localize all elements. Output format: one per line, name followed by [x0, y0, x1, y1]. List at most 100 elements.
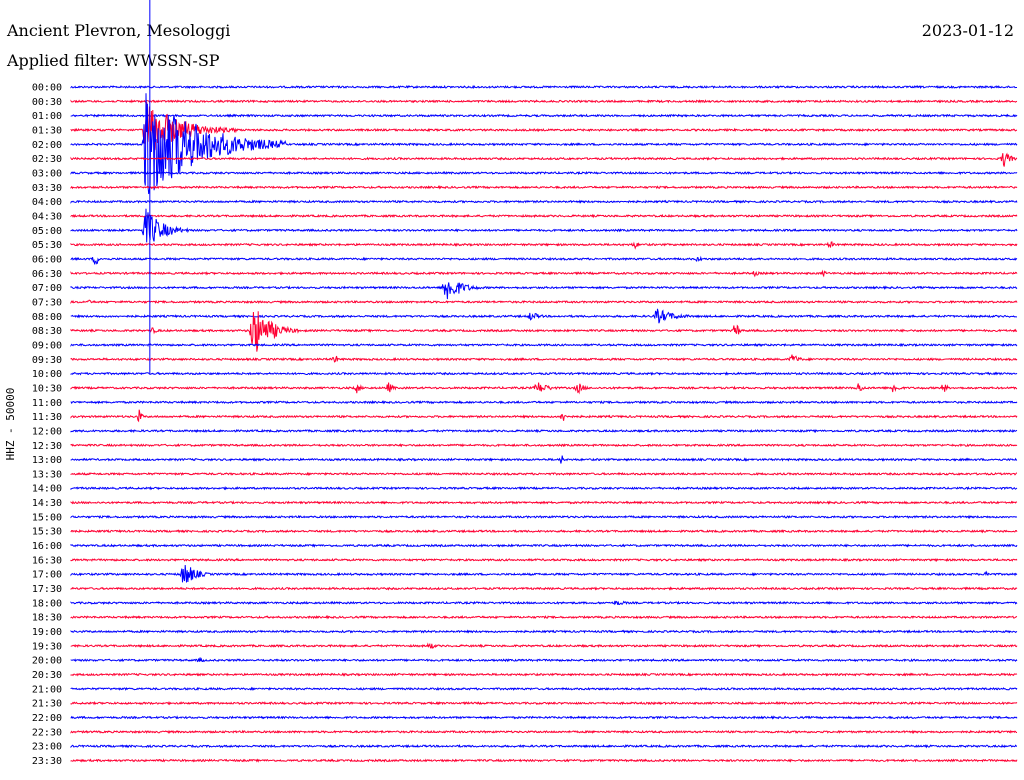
trace-row-0400: [70, 199, 1018, 204]
row-label-1030: 10:30: [32, 383, 62, 394]
trace-row-2100: [70, 686, 1018, 691]
trace-row-0430: [70, 213, 1018, 219]
row-label-0200: 02:00: [32, 140, 62, 151]
trace-row-0230: [70, 152, 1018, 167]
trace-row-1100: [70, 399, 1018, 405]
trace-row-1830: [70, 614, 1018, 620]
row-label-2330: 23:30: [32, 756, 62, 767]
row-label-0130: 01:30: [32, 125, 62, 136]
trace-row-1530: [70, 529, 1018, 534]
trace-row-0030: [70, 99, 1018, 104]
trace-row-1600: [70, 543, 1018, 548]
trace-row-0300: [70, 170, 1018, 176]
row-label-0500: 05:00: [32, 226, 62, 237]
row-label-0000: 00:00: [32, 83, 62, 94]
row-label-1900: 19:00: [32, 627, 62, 638]
date-label: 2023-01-12: [921, 21, 1014, 40]
row-label-1130: 11:30: [32, 412, 62, 423]
row-label-1800: 18:00: [32, 598, 62, 609]
row-label-1200: 12:00: [32, 426, 62, 437]
trace-row-2000: [70, 657, 1018, 663]
trace-row-2230: [70, 729, 1017, 734]
trace-row-0100: [70, 113, 1018, 118]
row-label-1930: 19:30: [32, 641, 62, 652]
trace-row-0930: [70, 354, 1018, 363]
row-label-0800: 08:00: [32, 312, 62, 323]
trace-row-0600: [70, 255, 1018, 265]
trace-row-0530: [70, 241, 1018, 250]
trace-row-0900: [70, 342, 1018, 348]
row-label-0830: 08:30: [32, 326, 62, 337]
trace-row-1330: [70, 471, 1018, 477]
row-label-1500: 15:00: [32, 512, 62, 523]
row-label-0400: 04:00: [32, 197, 62, 208]
row-label-0030: 00:30: [32, 97, 62, 108]
trace-row-1400: [70, 485, 1018, 491]
row-label-1400: 14:00: [32, 484, 62, 495]
row-label-0630: 06:30: [32, 269, 62, 280]
trace-row-0500: [70, 208, 1018, 243]
row-label-0600: 06:00: [32, 254, 62, 265]
row-label-1700: 17:00: [32, 570, 62, 581]
trace-row-0800: [70, 308, 1017, 324]
row-label-1100: 11:00: [32, 398, 62, 409]
row-label-1600: 16:00: [32, 541, 62, 552]
row-label-2300: 23:00: [32, 742, 62, 753]
row-label-1230: 12:30: [32, 441, 62, 452]
trace-row-0000: [70, 84, 1017, 90]
row-label-0730: 07:30: [32, 297, 62, 308]
row-label-1630: 16:30: [32, 555, 62, 566]
trace-row-0130: [70, 102, 1018, 151]
trace-row-1630: [70, 557, 1018, 563]
row-label-0700: 07:00: [32, 283, 62, 294]
row-label-0930: 09:30: [32, 355, 62, 366]
trace-row-2330: [70, 758, 1018, 763]
trace-row-1300: [70, 455, 1018, 464]
row-label-1430: 14:30: [32, 498, 62, 509]
row-label-0230: 02:30: [32, 154, 62, 165]
row-label-2130: 21:30: [32, 699, 62, 710]
trace-row-1430: [70, 500, 1018, 505]
row-label-1530: 15:30: [32, 527, 62, 538]
row-label-0100: 01:00: [32, 111, 62, 122]
trace-row-0730: [70, 299, 1018, 305]
row-label-1730: 17:30: [32, 584, 62, 595]
row-label-2100: 21:00: [32, 684, 62, 695]
trace-row-1130: [70, 409, 1018, 423]
trace-row-1800: [70, 600, 1018, 606]
trace-row-1000: [70, 371, 1018, 376]
row-label-0430: 04:30: [32, 211, 62, 222]
trace-row-2200: [70, 715, 1018, 720]
trace-row-1900: [70, 629, 1018, 634]
trace-row-0630: [70, 269, 1018, 278]
trace-row-2030: [70, 672, 1018, 677]
row-label-1830: 18:30: [32, 613, 62, 624]
trace-row-2130: [70, 700, 1018, 706]
row-label-1300: 13:00: [32, 455, 62, 466]
row-label-2000: 20:00: [32, 656, 62, 667]
trace-row-2300: [70, 744, 1018, 749]
row-label-0300: 03:00: [32, 168, 62, 179]
trace-row-1230: [70, 443, 1018, 448]
filter-label: Applied filter: WWSSN-SP: [7, 51, 220, 70]
row-label-1000: 10:00: [32, 369, 62, 380]
row-label-2230: 22:30: [32, 727, 62, 738]
trace-row-0200: [70, 93, 1018, 195]
trace-row-1200: [70, 428, 1018, 434]
trace-row-0330: [70, 185, 1018, 190]
row-label-1330: 13:30: [32, 469, 62, 480]
row-label-0900: 09:00: [32, 340, 62, 351]
trace-row-1730: [70, 586, 1018, 591]
trace-row-0830: [70, 311, 1018, 352]
trace-row-0700: [70, 282, 1018, 300]
trace-row-1030: [70, 382, 1018, 395]
station-title: Ancient Plevron, Mesologgi: [7, 21, 231, 40]
row-label-2030: 20:30: [32, 670, 62, 681]
trace-row-1930: [70, 642, 1018, 649]
row-label-0330: 03:30: [32, 183, 62, 194]
row-label-2200: 22:00: [32, 713, 62, 724]
trace-row-1500: [70, 514, 1018, 520]
trace-row-1700: [70, 564, 1018, 583]
row-label-0530: 05:30: [32, 240, 62, 251]
